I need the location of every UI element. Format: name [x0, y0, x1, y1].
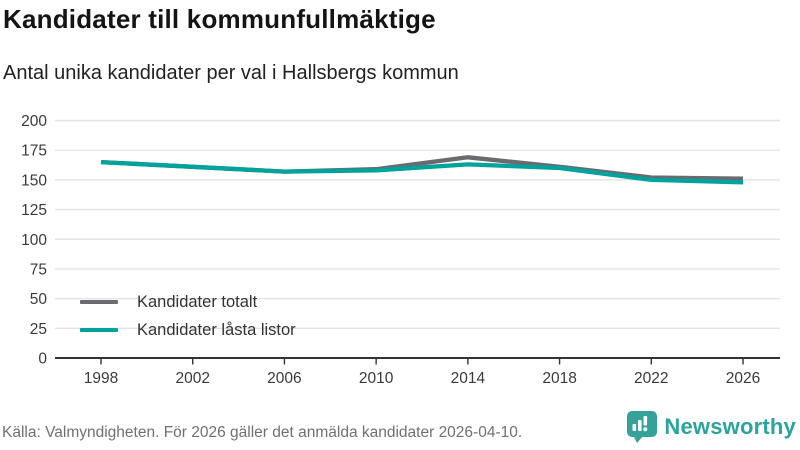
- newsworthy-bar-chart-bubble-icon: [627, 411, 658, 443]
- line-chart: 0 25 50 75 100 125 150 175 200 1998 2002 2006 2010 20…: [0, 100, 800, 400]
- source-note: Källa: Valmyndigheten. För 2026 gäller d…: [2, 424, 523, 441]
- svg-text:2022: 2022: [634, 370, 668, 387]
- chart-footer: Källa: Valmyndigheten. För 2026 gäller d…: [0, 406, 800, 450]
- svg-text:50: 50: [30, 291, 48, 308]
- svg-text:2014: 2014: [451, 370, 486, 387]
- line-chart-canvas: 0 25 50 75 100 125 150 175 200 1998 2002 2006 2010 20…: [21, 113, 780, 387]
- svg-text:2018: 2018: [542, 370, 576, 387]
- svg-text:150: 150: [21, 172, 47, 189]
- legend-label-lasta-listor: Kandidater låsta listor: [137, 320, 296, 339]
- newsworthy-wordmark: Newsworthy: [664, 414, 796, 439]
- chart-subtitle: Antal unika kandidater per val i Hallsbe…: [3, 62, 459, 84]
- svg-text:175: 175: [21, 143, 47, 160]
- svg-text:1998: 1998: [84, 370, 118, 387]
- legend-item-lasta-listor: Kandidater låsta listor: [80, 316, 296, 344]
- svg-text:0: 0: [38, 351, 47, 368]
- legend-swatch-totalt: [80, 299, 118, 305]
- legend-item-totalt: Kandidater totalt: [80, 288, 296, 316]
- svg-text:125: 125: [21, 202, 47, 219]
- svg-text:2006: 2006: [267, 370, 301, 387]
- legend-label-totalt: Kandidater totalt: [137, 292, 258, 311]
- chart-title: Kandidater till kommunfullmäktige: [3, 4, 436, 34]
- svg-text:100: 100: [21, 232, 47, 249]
- svg-text:25: 25: [30, 321, 47, 338]
- svg-text:2002: 2002: [175, 370, 209, 387]
- svg-text:75: 75: [30, 261, 47, 278]
- svg-text:2026: 2026: [726, 370, 760, 387]
- newsworthy-logo[interactable]: Newsworthy: [627, 411, 796, 443]
- legend-swatch-lasta-listor: [80, 327, 118, 333]
- svg-text:200: 200: [21, 113, 47, 130]
- chart-legend: Kandidater totalt Kandidater låsta listo…: [80, 288, 296, 344]
- svg-text:2010: 2010: [359, 370, 394, 387]
